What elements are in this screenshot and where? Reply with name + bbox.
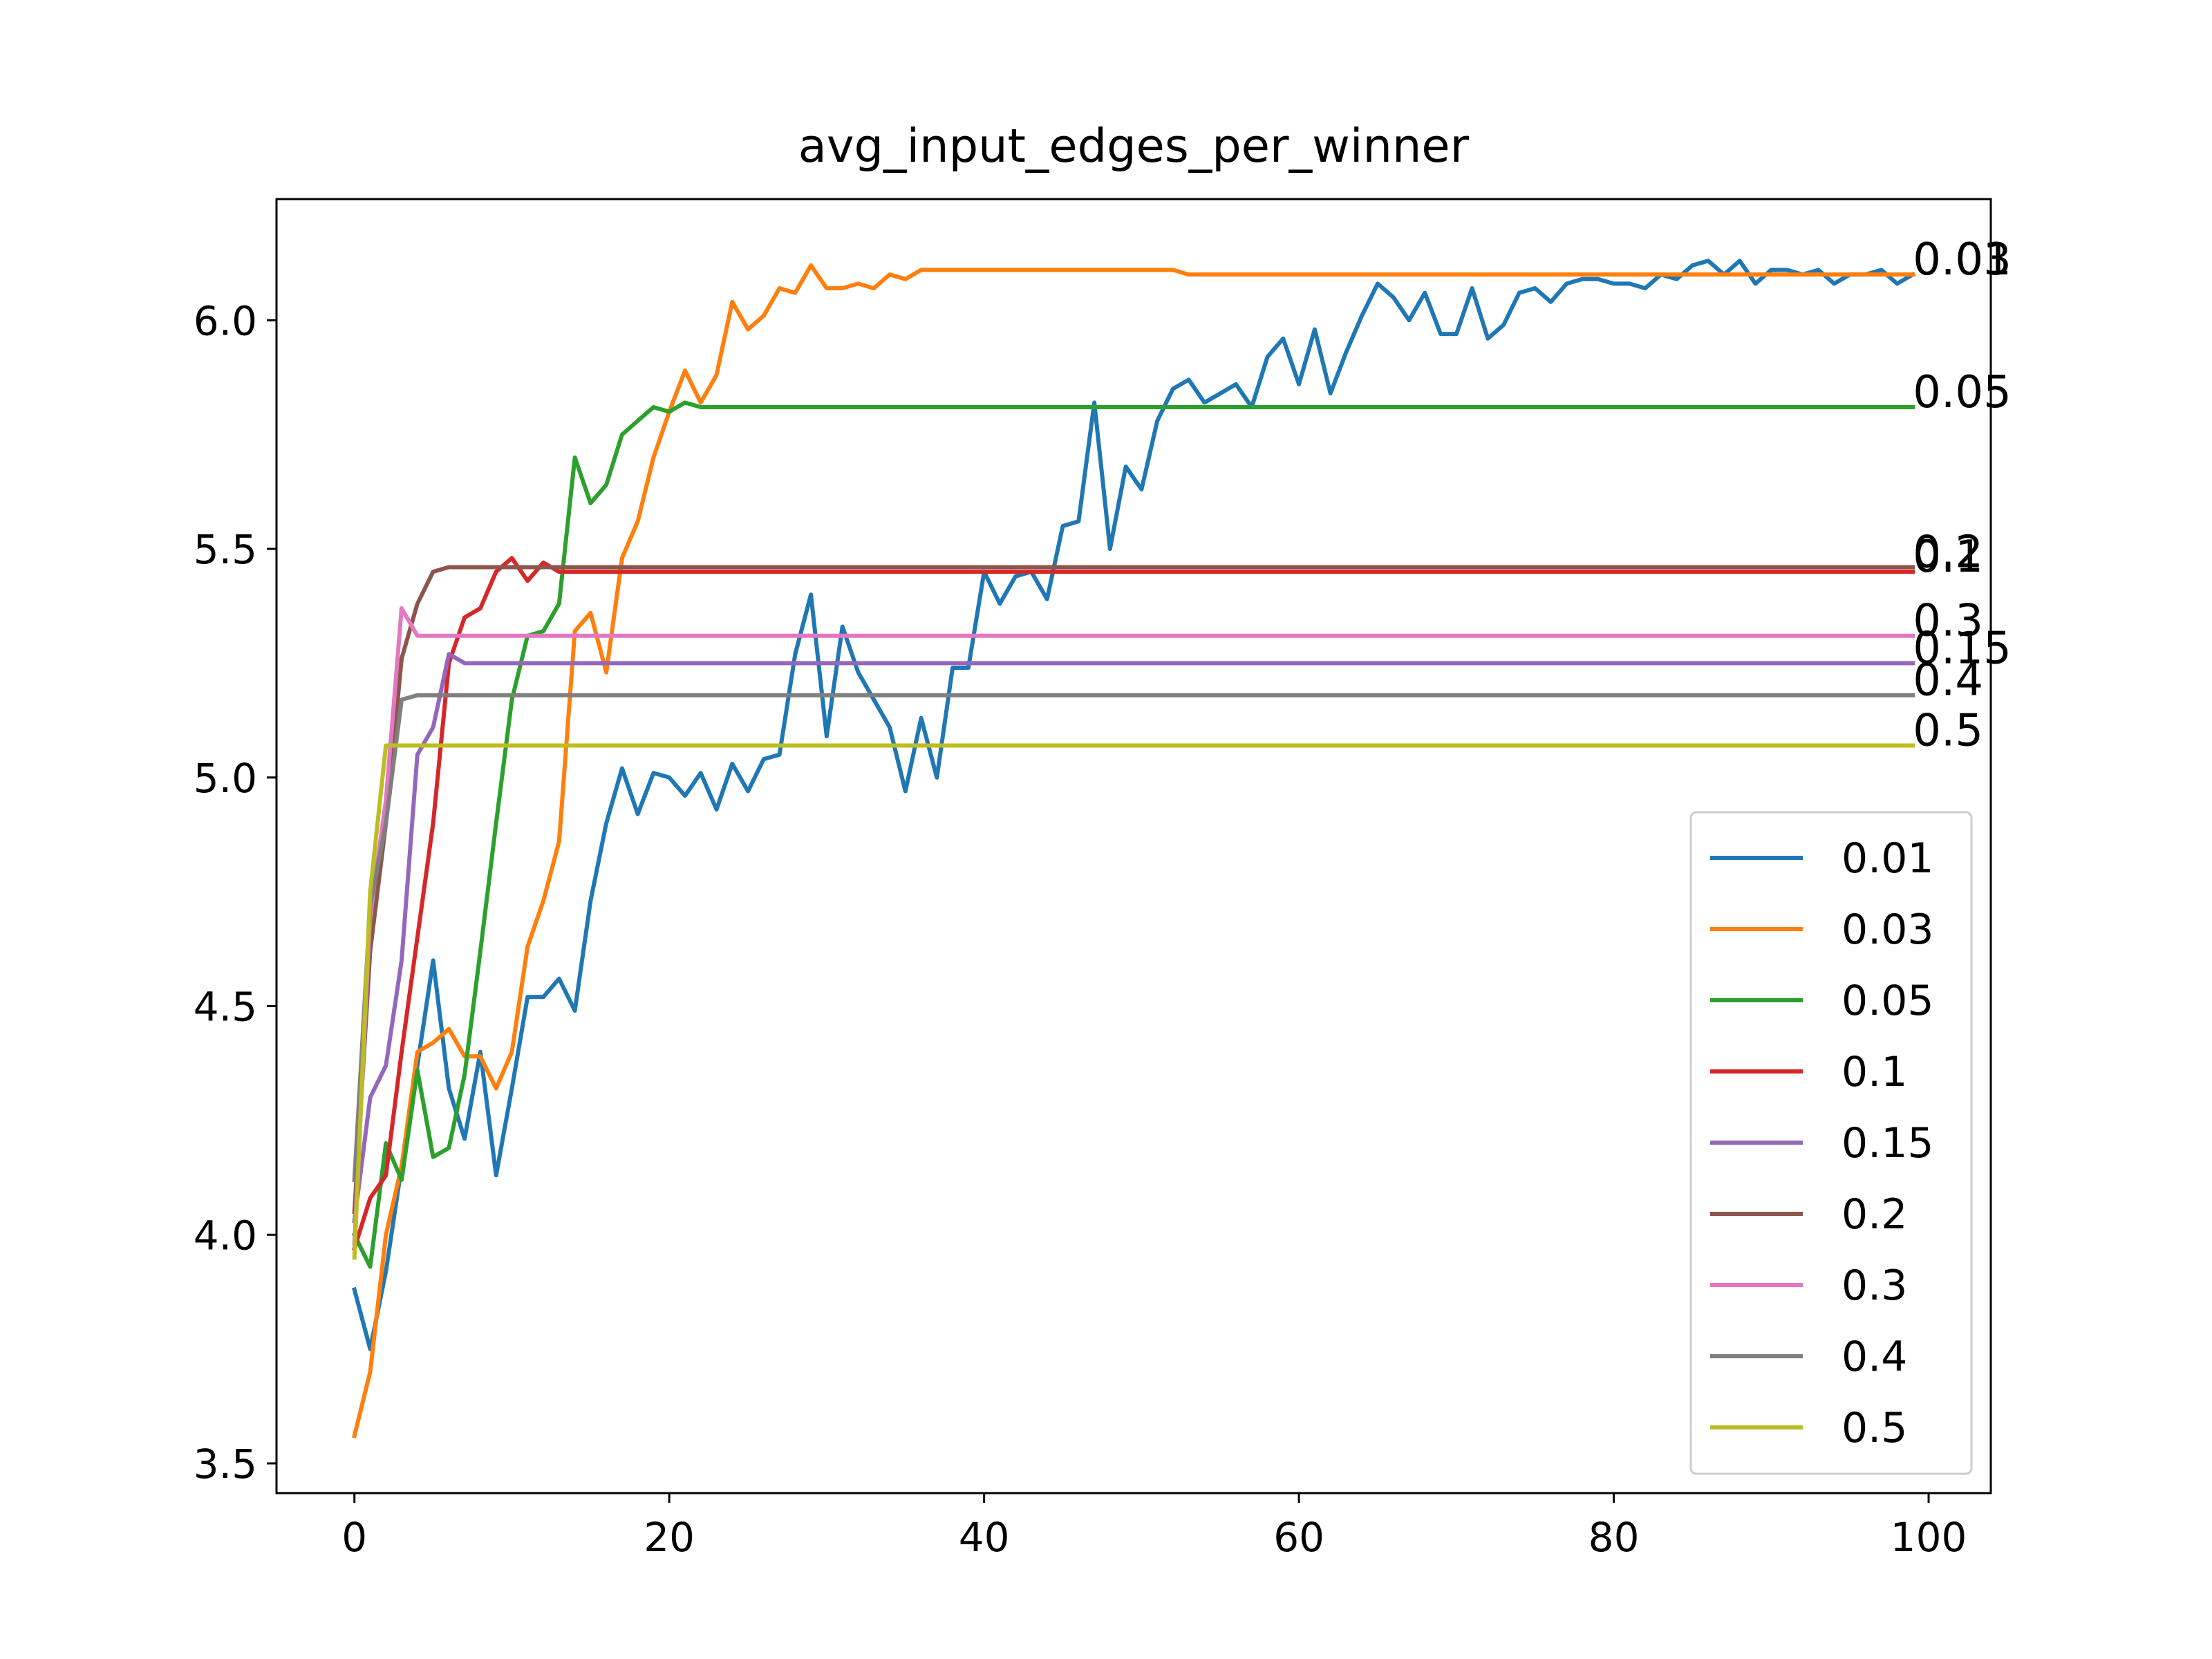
series-end-label-1: 0.03 [1913,234,2012,285]
end-labels-layer: 0.010.03 0.05 0.1 0.15 0.2 0.3 0.40.5 [1913,234,2012,756]
legend-label-7: 0.4 [1841,1333,1907,1381]
x-tick-label-4: 80 [1588,1514,1640,1561]
series-end-label-3: 0.1 [1913,532,1983,583]
series-end-label-8: 0.5 [1913,706,1983,757]
series-line-6 [352,606,1915,1246]
series-end-label-2: 0.05 [1913,367,2012,418]
legend-label-4: 0.15 [1841,1119,1934,1168]
legend-label-8: 0.5 [1841,1404,1907,1452]
series-line-7 [352,693,1915,1183]
legend-box [1689,811,1973,1475]
series-line-8 [352,743,1915,1260]
x-tick-label-3: 60 [1273,1514,1324,1561]
y-tick-label-2: 4.5 [194,984,257,1031]
chart-title: avg_input_edges_per_winner [798,119,1470,173]
legend-label-6: 0.3 [1841,1262,1907,1310]
x-tick-label-2: 40 [959,1514,1010,1561]
y-tick-label-5: 6.0 [194,297,257,344]
legend-label-2: 0.05 [1841,977,1934,1025]
series-end-label-7: 0.4 [1913,655,1983,706]
series-end-label-4: 0.15 [1913,623,2012,674]
x-tick-label-1: 20 [644,1514,695,1561]
series-line-2 [351,400,1915,1269]
y-tick-label-3: 5.0 [194,755,257,802]
x-tick-label-0: 0 [341,1514,367,1561]
y-tick-label-0: 3.5 [194,1441,257,1488]
series-line-1 [352,263,1915,1438]
series-line-3 [351,556,1915,1251]
plot-frame [275,198,1992,1494]
legend-label-0: 0.01 [1841,834,1934,883]
y-axis: 3.5 4.0 4.5 5.0 5.5 6.0 [194,297,276,1488]
series-layer [351,259,1916,1438]
y-tick-label-4: 5.5 [194,526,257,573]
series-line-5 [352,565,1915,1215]
series-end-label-5: 0.2 [1913,527,1983,579]
series-end-label-6: 0.3 [1913,596,1983,647]
series-end-label-0: 0.01 [1913,234,2012,285]
legend: 0.01 0.03 0.05 0.1 0.15 0.2 0.3 0.4 0.5 [1689,811,1973,1475]
x-axis: 0 20 40 60 80 100 [341,1493,1967,1561]
x-tick-label-5: 100 [1891,1514,1967,1561]
series-line-4 [352,652,1915,1224]
legend-label-1: 0.03 [1841,906,1934,954]
series-line-0 [352,259,1916,1351]
legend-label-3: 0.1 [1841,1048,1907,1096]
y-tick-label-1: 4.0 [194,1212,257,1259]
legend-label-5: 0.2 [1841,1190,1907,1239]
